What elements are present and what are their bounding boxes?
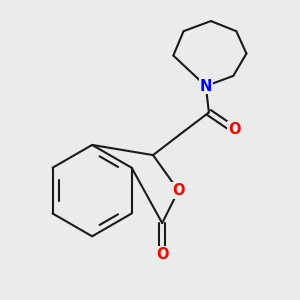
Text: O: O (156, 247, 168, 262)
Text: O: O (228, 122, 241, 137)
Text: O: O (172, 183, 185, 198)
Text: N: N (200, 79, 212, 94)
